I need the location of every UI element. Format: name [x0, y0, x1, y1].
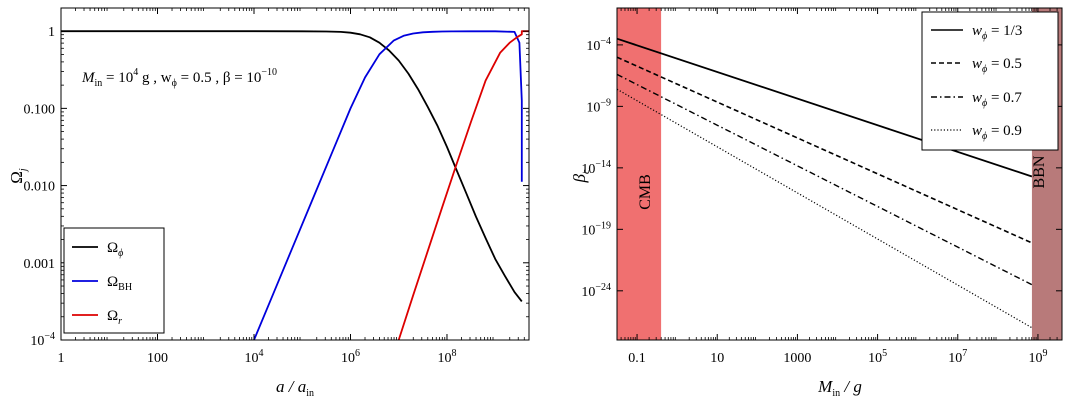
ann-part-4: g , w: [138, 70, 172, 86]
left-series-group: [61, 30, 529, 340]
legend-label-bh: ΩBH: [107, 274, 132, 293]
right-y-tick-label: 10−9: [586, 97, 611, 115]
right-series-group: [616, 37, 1033, 329]
right-y-tick-label: 10−14: [581, 159, 611, 177]
left-y-tick-label: 0.100: [24, 102, 56, 117]
left-ticks: 1 100 104 106 108 10−4 0.001 0.010 0.100 1: [24, 8, 530, 366]
series-line-BH: [253, 30, 523, 340]
legend-label-w05: wϕ = 0.5: [972, 56, 1022, 75]
right-chart: 0.1 10 1000 105 107 109 10−4 10−9 10−14 10−19 10−2…: [570, 7, 1063, 399]
left-x-tick-label: 108: [437, 348, 456, 366]
right-x-tick-label: 105: [868, 348, 887, 366]
left-y-tick-label: 1: [48, 25, 55, 40]
right-x-tick-label: 109: [1028, 348, 1047, 366]
series-line-phi: [61, 30, 523, 302]
left-x-tick-label: 104: [244, 348, 263, 366]
left-y-tick-label: 0.001: [24, 257, 56, 272]
left-legend: Ωϕ ΩBH Ωr: [63, 227, 165, 334]
legend-bh-sub: BH: [118, 282, 132, 293]
legend-label-r: Ωr: [107, 308, 122, 327]
right-y-tick-label: 10−24: [581, 282, 611, 300]
left-y-axis-label: Ωj: [7, 168, 29, 184]
right-x-tick-label: 1000: [783, 351, 811, 366]
legend-bh-base: Ω: [107, 274, 118, 290]
ann-part-7: −10: [261, 67, 277, 78]
legend-label-w09: wϕ = 0.9: [972, 123, 1022, 142]
ann-part-5: ϕ: [172, 78, 177, 89]
legend-value-w05: 0.5: [1003, 56, 1022, 72]
right-y-tick-label: 10−4: [586, 36, 611, 54]
left-y-tick-label: 0.010: [24, 180, 56, 195]
left-x-tick-label: 100: [147, 351, 168, 366]
series-line-r: [397, 30, 529, 340]
legend-value-w07: 0.7: [1003, 90, 1022, 106]
right-x-axis-label: Min / g: [817, 377, 862, 399]
legend-label-w07: wϕ = 0.7: [972, 90, 1022, 109]
right-legend: wϕ = 1/3 wϕ = 0.5 wϕ = 0.7 wϕ = 0.9: [921, 11, 1059, 151]
left-x-axis-label: a / ain: [276, 377, 314, 399]
right-y-tick-label: 10−19: [581, 220, 611, 238]
left-annotation: Min = 104 g , wϕ = 0.5 , β = 10−10: [81, 67, 277, 89]
ann-part-6: = 0.5 , β = 10: [177, 70, 262, 86]
series-line-dashed: [616, 56, 1033, 244]
right-y-axis-label: βc: [570, 169, 592, 183]
ann-part-3: 4: [133, 67, 138, 78]
legend-phi-base: Ω: [107, 240, 118, 256]
legend-r-sub: r: [118, 316, 122, 327]
legend-value-w13: 1/3: [1003, 23, 1022, 39]
legend-phi-sub: ϕ: [118, 248, 123, 259]
band-cmb: [617, 8, 662, 340]
series-line-dashdot: [616, 73, 1033, 286]
band-label-cmb: CMB: [637, 174, 654, 210]
legend-r-base: Ω: [107, 308, 118, 324]
ann-part-0: M: [81, 70, 96, 86]
right-ticks: 0.1 10 1000 105 107 109 10−4 10−9 10−14 10−19 10−2…: [581, 8, 1062, 366]
legend-value-w09: 0.9: [1003, 123, 1022, 139]
ann-part-1: in: [95, 78, 103, 89]
right-x-tick-label: 107: [948, 348, 967, 366]
ann-part-2: = 10: [102, 70, 133, 86]
left-chart: 1 100 104 106 108 10−4 0.001 0.010 0.100 1 Min = …: [7, 7, 530, 399]
band-label-bbn: BBN: [1031, 155, 1048, 188]
series-line-solid: [616, 37, 1033, 178]
right-x-tick-label: 0.1: [628, 351, 646, 366]
legend-label-phi: Ωϕ: [107, 240, 123, 259]
left-x-tick-label: 1: [58, 351, 65, 366]
left-x-tick-label: 106: [341, 348, 360, 366]
right-x-tick-label: 10: [710, 351, 724, 366]
legend-label-w13: wϕ = 1/3: [972, 23, 1022, 42]
right-legend-box: [921, 11, 1059, 151]
left-y-tick-label: 10−4: [30, 331, 55, 349]
right-plot-frame: [616, 7, 1063, 341]
